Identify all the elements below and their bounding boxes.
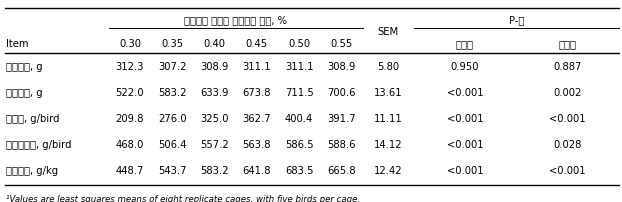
Text: <0.001: <0.001 <box>447 114 483 124</box>
Text: 0.45: 0.45 <box>246 39 268 49</box>
Text: 209.8: 209.8 <box>116 114 144 124</box>
Text: 583.2: 583.2 <box>200 165 229 175</box>
Text: 586.5: 586.5 <box>285 140 313 149</box>
Text: 0.50: 0.50 <box>288 39 310 49</box>
Text: 711.5: 711.5 <box>285 88 313 98</box>
Text: 673.8: 673.8 <box>243 88 271 98</box>
Text: 308.9: 308.9 <box>327 62 356 72</box>
Text: 325.0: 325.0 <box>200 114 229 124</box>
Text: 곡선적: 곡선적 <box>559 39 577 49</box>
Text: 0.30: 0.30 <box>119 39 141 49</box>
Text: 표준회장 가소화 메티오닌 함량, %: 표준회장 가소화 메티오닌 함량, % <box>184 15 287 25</box>
Text: P-값: P-값 <box>509 15 524 25</box>
Text: 직선적: 직선적 <box>456 39 474 49</box>
Text: 0.55: 0.55 <box>330 39 353 49</box>
Text: 사료효율, g/kg: 사료효율, g/kg <box>6 165 58 175</box>
Text: 0.887: 0.887 <box>554 62 582 72</box>
Text: 311.1: 311.1 <box>243 62 271 72</box>
Text: 400.4: 400.4 <box>285 114 313 124</box>
Text: SEM: SEM <box>378 27 399 37</box>
Text: 사료섭취량, g/bird: 사료섭취량, g/bird <box>6 140 72 149</box>
Text: 557.2: 557.2 <box>200 140 229 149</box>
Text: 311.1: 311.1 <box>285 62 313 72</box>
Text: <0.001: <0.001 <box>447 140 483 149</box>
Text: <0.001: <0.001 <box>447 88 483 98</box>
Text: 543.7: 543.7 <box>158 165 187 175</box>
Text: 391.7: 391.7 <box>327 114 356 124</box>
Text: 362.7: 362.7 <box>243 114 271 124</box>
Text: 0.002: 0.002 <box>554 88 582 98</box>
Text: 5.80: 5.80 <box>377 62 399 72</box>
Text: 12.42: 12.42 <box>374 165 402 175</box>
Text: 11.11: 11.11 <box>374 114 402 124</box>
Text: 개시체중, g: 개시체중, g <box>6 62 43 72</box>
Text: <0.001: <0.001 <box>549 114 586 124</box>
Text: 307.2: 307.2 <box>158 62 187 72</box>
Text: 308.9: 308.9 <box>200 62 229 72</box>
Text: 종료체중, g: 종료체중, g <box>6 88 43 98</box>
Text: 312.3: 312.3 <box>116 62 144 72</box>
Text: 633.9: 633.9 <box>200 88 229 98</box>
Text: 0.40: 0.40 <box>203 39 226 49</box>
Text: 522.0: 522.0 <box>116 88 144 98</box>
Text: 증체량, g/bird: 증체량, g/bird <box>6 114 60 124</box>
Text: 14.12: 14.12 <box>374 140 402 149</box>
Text: <0.001: <0.001 <box>549 165 586 175</box>
Text: ¹Values are least squares means of eight replicate cages, with five birds per ca: ¹Values are least squares means of eight… <box>6 194 360 202</box>
Text: 0.35: 0.35 <box>161 39 183 49</box>
Text: 563.8: 563.8 <box>243 140 271 149</box>
Text: 448.7: 448.7 <box>116 165 144 175</box>
Text: 468.0: 468.0 <box>116 140 144 149</box>
Text: 641.8: 641.8 <box>243 165 271 175</box>
Text: <0.001: <0.001 <box>447 165 483 175</box>
Text: 13.61: 13.61 <box>374 88 402 98</box>
Text: 683.5: 683.5 <box>285 165 313 175</box>
Text: 665.8: 665.8 <box>327 165 356 175</box>
Text: Item: Item <box>6 39 29 49</box>
Text: 700.6: 700.6 <box>327 88 356 98</box>
Text: 588.6: 588.6 <box>327 140 356 149</box>
Text: 506.4: 506.4 <box>158 140 187 149</box>
Text: 0.950: 0.950 <box>451 62 479 72</box>
Text: 0.028: 0.028 <box>554 140 582 149</box>
Text: 583.2: 583.2 <box>158 88 187 98</box>
Text: 276.0: 276.0 <box>158 114 187 124</box>
